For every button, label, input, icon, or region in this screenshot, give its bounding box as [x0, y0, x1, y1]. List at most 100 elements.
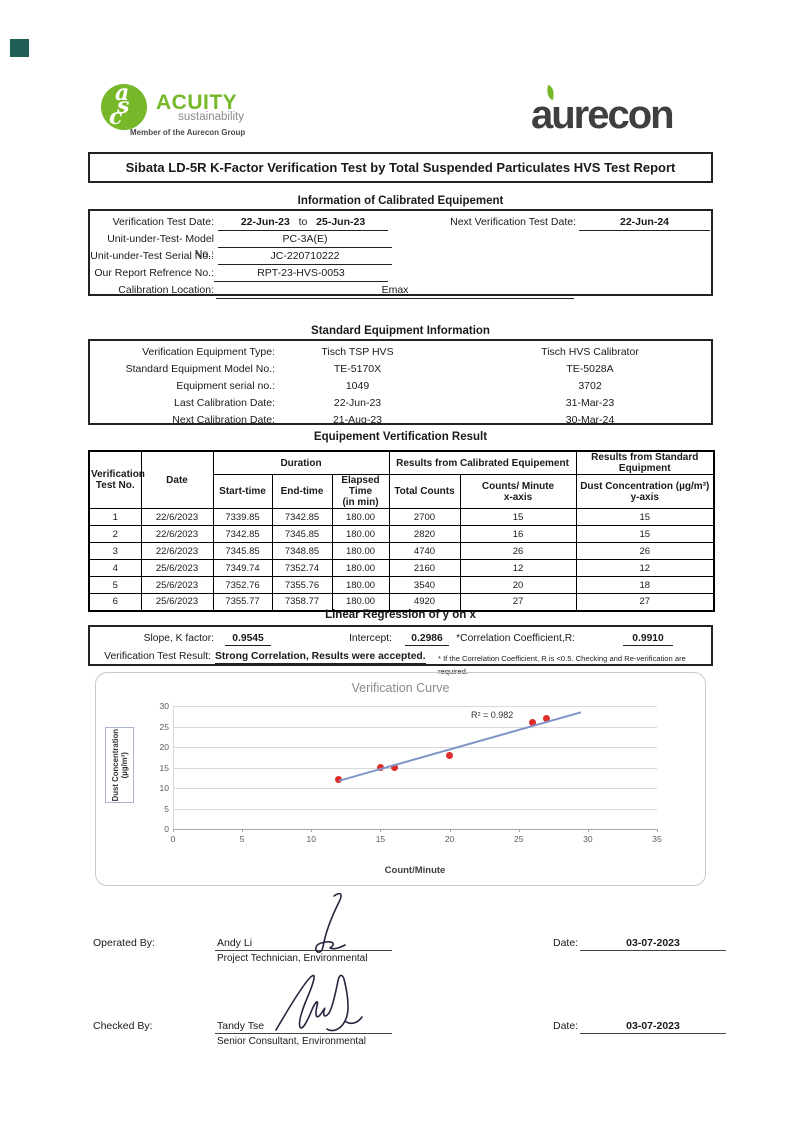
verification-date-value: 22-Jun-23 to 25-Jun-23: [218, 215, 388, 231]
date-to-word: to: [298, 216, 308, 228]
chart-title: Verification Curve: [351, 681, 450, 695]
table-cell: 7349.74: [212, 559, 273, 577]
checked-date-line: [580, 1033, 726, 1034]
x-tick-mark: [242, 829, 244, 832]
x-tick-label: 0: [170, 834, 176, 844]
table-cell: 180.00: [331, 525, 390, 543]
checked-date-value: 03-07-2023: [626, 1020, 680, 1032]
checked-date-label: Date:: [553, 1020, 579, 1032]
checked-by-label: Checked By:: [93, 1020, 153, 1032]
table-cell: 180.00: [331, 593, 390, 611]
slope-value: 0.9545: [225, 632, 271, 646]
model-no-row: Unit-under-Test- Model No.: PC-3A(E): [90, 232, 711, 260]
group-duration: Duration: [212, 450, 390, 475]
y-tick-label: 15: [159, 762, 169, 773]
standard-info-col1: 1049: [345, 380, 370, 392]
operated-date-label: Date:: [553, 937, 579, 949]
x-axis-label: Count/Minute: [384, 865, 446, 876]
gridline: [173, 829, 657, 830]
col-dust-line2: y-axis: [630, 491, 659, 503]
table-cell: 12: [575, 559, 715, 577]
table-row: 6 25/6/2023 7355.77 7358.77 180.00 4920 27 27: [88, 593, 715, 611]
operated-signature-line: [215, 950, 392, 951]
col-elapsed-line2: (in min): [342, 497, 379, 508]
report-ref-label: Our Report Refrence No.:: [94, 267, 214, 279]
gridline: [173, 788, 657, 789]
table-cell: 18: [575, 576, 715, 594]
col-start-time: Start-time: [212, 474, 273, 509]
y-tick-label: 30: [159, 701, 169, 711]
standard-info-col2: 31-Mar-23: [565, 397, 615, 409]
table-cell: 16: [459, 525, 577, 543]
y-axis-line: [173, 706, 174, 829]
date-to: 25-Jun-23: [316, 216, 366, 228]
acuity-logo-tagline: sustainability: [178, 111, 244, 123]
table-cell: 180.00: [331, 559, 390, 577]
page-corner-mark: [10, 39, 29, 57]
report-ref-row: Our Report Refrence No.: RPT-23-HVS-0053: [90, 266, 711, 283]
table-cell: 1: [88, 508, 142, 526]
table-cell: 12: [459, 559, 577, 577]
report-ref-value: RPT-23-HVS-0053: [214, 266, 388, 282]
standard-info-col2: Tisch HVS Calibrator: [541, 346, 639, 358]
x-tick-label: 10: [306, 834, 317, 844]
trendline: [338, 711, 582, 782]
table-row: 4 25/6/2023 7349.74 7352.74 180.00 2160 12 12: [88, 559, 715, 577]
table-row: 3 22/6/2023 7345.85 7348.85 180.00 4740 26 26: [88, 542, 715, 560]
gridline: [173, 767, 657, 769]
acuity-monogram-s: s: [117, 93, 130, 119]
x-tick-label: 5: [239, 834, 245, 844]
table-cell: 6: [88, 593, 142, 611]
table-cell: 22/6/2023: [140, 542, 214, 560]
acuity-monogram-c: c: [109, 104, 123, 130]
data-point: [542, 714, 550, 722]
x-tick-mark: [311, 829, 313, 832]
calibrated-info-box: Verification Test Date: 22-Jun-23 to 25-…: [88, 209, 713, 299]
table-cell: 15: [459, 508, 577, 526]
gridline: [173, 706, 657, 707]
model-no-value: PC-3A(E): [218, 232, 392, 248]
table-cell: 27: [459, 593, 577, 611]
table-cell: 4: [88, 559, 142, 577]
col-total-counts: Total Counts: [388, 474, 461, 509]
table-cell: 25/6/2023: [140, 593, 214, 611]
col-elapsed-line1: Elapsed Time: [341, 475, 380, 497]
result-table-heading: Equipement Vertification Result: [313, 431, 488, 443]
y-tick-label: 0: [164, 824, 169, 834]
col-date: Date: [140, 450, 214, 509]
y-axis-label: Dust Concentration (µg/m³): [111, 729, 129, 801]
gridline: [173, 747, 657, 748]
table-cell: 3: [88, 542, 142, 560]
data-point: [529, 718, 537, 726]
table-cell: 7348.85: [271, 542, 333, 560]
y-tick-label: 10: [159, 783, 169, 793]
table-cell: 7345.85: [271, 525, 333, 543]
table-cell: 20: [459, 576, 577, 594]
verification-date-label: Verification Test Date:: [112, 216, 214, 228]
plot-area: R² = 0.982 0 5 10 15 20 25 30 0 5 10 15 20 25 30 35: [160, 701, 662, 844]
standard-info-heading: Standard Equipment Information: [311, 325, 490, 337]
col-end-time: End-time: [271, 474, 333, 509]
result-table: Verification Test No. Date Duration Resu…: [88, 450, 715, 612]
y-axis-label-line1: Dust Concentration: [110, 728, 120, 802]
standard-info-col1: TE-5170X: [333, 363, 382, 375]
table-row: 2 22/6/2023 7342.85 7345.85 180.00 2820 16 15: [88, 525, 715, 543]
verification-curve-chart: Verification Curve Dust Concentration (µ…: [95, 672, 706, 886]
standard-info-col1: Tisch TSP HVS: [321, 346, 394, 358]
table-cell: 15: [575, 508, 715, 526]
table-cell: 7342.85: [271, 508, 333, 526]
r-squared-annotation: R² = 0.982: [471, 710, 514, 720]
intercept-label: Intercept:: [349, 633, 392, 644]
table-cell: 2820: [388, 525, 461, 543]
verification-result-value: Strong Correlation, Results were accepte…: [215, 651, 426, 664]
table-row: 1 22/6/2023 7339.85 7342.85 180.00 2700 15 15: [88, 508, 715, 526]
y-axis-label-box: Dust Concentration (µg/m³): [105, 727, 134, 803]
table-cell: 7358.77: [271, 593, 333, 611]
col-elapsed: Elapsed Time (in min): [331, 474, 390, 509]
x-tick-label: 30: [583, 834, 593, 844]
standard-info-row: Verification Equipment Type: Tisch TSP HV…: [90, 345, 711, 362]
next-verification-date: 22-Jun-24: [579, 215, 710, 231]
x-tick-mark: [587, 829, 589, 832]
data-point: [446, 751, 454, 759]
verification-result-label: Verification Test Result:: [104, 651, 211, 662]
